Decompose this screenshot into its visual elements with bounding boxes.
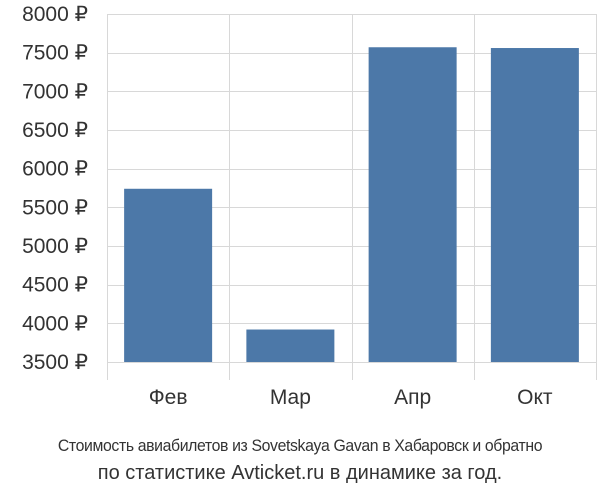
x-category-label: Фев [149,386,188,409]
x-category-label: Мар [270,386,311,409]
y-tick-label: 3500 ₽ [22,351,88,374]
y-tick-label: 4000 ₽ [22,312,88,335]
bar-3 [368,47,457,363]
y-tick-label: 5000 ₽ [22,235,88,258]
x-axis-categories: Фев Мар Апр Окт [149,386,553,409]
y-axis-ticks: 3500 ₽ 4000 ₽ 4500 ₽ 5000 ₽ 5500 ₽ 6000 ₽ 6500… [22,3,88,374]
y-tick-label: 5500 ₽ [22,196,88,219]
bars [124,47,579,363]
x-category-label: Окт [517,386,553,409]
bar-1 [124,188,213,362]
caption-line-1: Стоимость авиабилетов из Sovetskaya Gava… [57,436,543,455]
caption-line-2: по статистике Avticket.ru в динамике за … [97,462,503,484]
bar-2 [246,329,335,362]
y-tick-label: 7000 ₽ [22,80,88,103]
gridlines [107,14,597,380]
bar-4 [490,48,579,362]
y-tick-label: 6000 ₽ [22,158,88,181]
y-tick-label: 8000 ₽ [22,3,88,26]
y-tick-label: 6500 ₽ [22,119,88,142]
x-category-label: Апр [394,386,431,409]
y-tick-label: 4500 ₽ [22,274,88,297]
y-tick-label: 7500 ₽ [22,42,88,65]
bar-chart: 3500 ₽ 4000 ₽ 4500 ₽ 5000 ₽ 5500 ₽ 6000 ₽ 6500… [22,3,597,409]
